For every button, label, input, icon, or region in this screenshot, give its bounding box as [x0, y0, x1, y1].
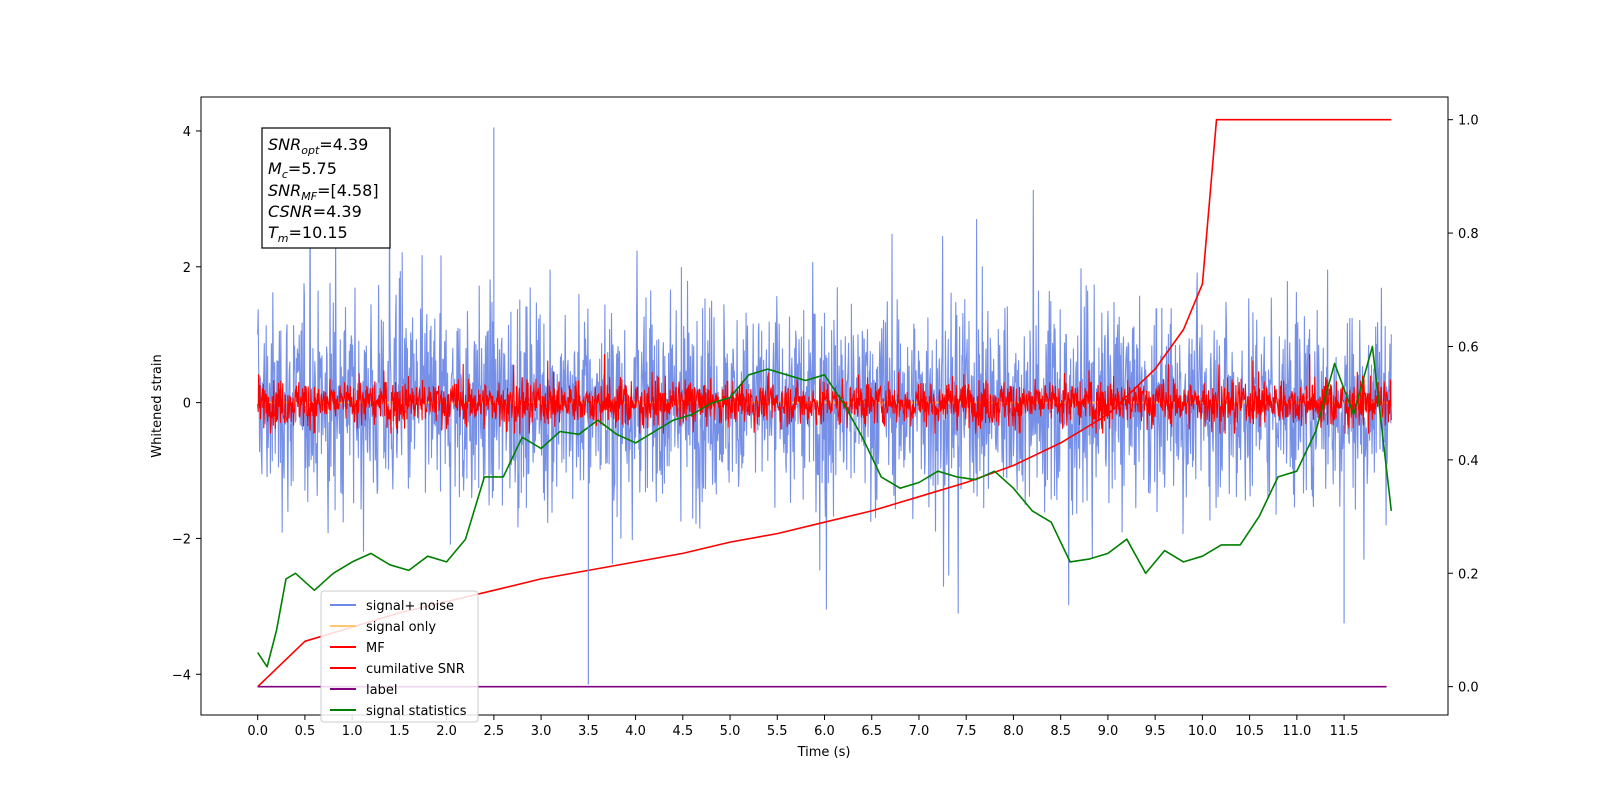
annotation-mc: Mc=5.75 — [268, 159, 337, 181]
annotation-csnr: CSNR=4.39 — [268, 202, 362, 221]
x-tick-label: 6.5 — [861, 724, 882, 739]
x-tick-label: 5.5 — [767, 724, 788, 739]
legend-entry: cumilative SNR — [366, 662, 465, 677]
x-tick-label: 11.0 — [1282, 724, 1311, 739]
annotation-snr-mf: SNRMF=[4.58] — [268, 181, 379, 203]
x-tick-label: 0.0 — [247, 724, 268, 739]
legend-entry: MF — [366, 641, 385, 656]
y-left-tick-label: −2 — [172, 532, 191, 547]
x-tick-label: 7.0 — [909, 724, 930, 739]
annotation-box: SNRopt=4.39 Mc=5.75 SNRMF=[4.58] CSNR=4.… — [261, 127, 391, 249]
x-tick-label: 4.0 — [625, 724, 646, 739]
x-tick-label: 3.5 — [578, 724, 599, 739]
legend-entry: label — [366, 683, 397, 698]
x-tick-label: 3.0 — [531, 724, 552, 739]
x-tick-label: 1.0 — [342, 724, 363, 739]
x-tick-label: 9.5 — [1145, 724, 1166, 739]
x-tick-label: 2.0 — [436, 724, 457, 739]
y-right-tick-label: 0.0 — [1458, 681, 1479, 696]
series-line-2 — [257, 353, 1392, 434]
y-axis-left: 4 2 0 −2 −4 — [172, 125, 201, 683]
annotation-tm: Tm=10.15 — [268, 223, 348, 245]
legend-frame — [320, 590, 479, 723]
y-left-tick-label: −4 — [172, 668, 191, 683]
y-left-tick-label: 2 — [183, 261, 191, 276]
x-axis: 0.0 0.5 1.0 1.5 2.0 2.5 3.0 3.5 4.0 4.5 5.0 5.5 6.0 6… — [247, 715, 1359, 739]
legend-entry: signal only — [366, 620, 436, 635]
legend-entry: signal+ noise — [366, 599, 454, 614]
series-line-5 — [257, 345, 1393, 668]
y-axis-label: Whitened strain — [150, 354, 165, 457]
y-right-tick-label: 0.2 — [1458, 567, 1479, 582]
x-tick-label: 10.5 — [1235, 724, 1264, 739]
x-axis-label: Time (s) — [797, 745, 851, 760]
legend-entry: signal statistics — [366, 704, 467, 719]
x-tick-label: 8.0 — [1003, 724, 1024, 739]
legend: signal+ noise signal only MF cumilative SNR… — [320, 590, 479, 723]
x-tick-label: 7.5 — [956, 724, 977, 739]
x-tick-label: 9.0 — [1098, 724, 1119, 739]
y-right-tick-label: 0.4 — [1458, 454, 1479, 469]
x-tick-label: 8.5 — [1050, 724, 1071, 739]
y-left-tick-label: 0 — [183, 397, 191, 412]
x-tick-label: 6.0 — [814, 724, 835, 739]
y-axis-right: 1.0 0.8 0.6 0.4 0.2 0.0 — [1448, 114, 1479, 696]
x-tick-label: 2.5 — [484, 724, 505, 739]
y-right-tick-label: 1.0 — [1458, 114, 1479, 129]
annotation-snr-opt: SNRopt=4.39 — [268, 135, 368, 157]
y-right-tick-label: 0.6 — [1458, 340, 1479, 355]
y-left-tick-label: 4 — [183, 125, 191, 140]
y-right-tick-label: 0.8 — [1458, 227, 1479, 242]
x-tick-label: 1.5 — [389, 724, 410, 739]
x-tick-label: 4.5 — [672, 724, 693, 739]
x-tick-label: 11.5 — [1330, 724, 1359, 739]
x-tick-label: 0.5 — [295, 724, 316, 739]
x-tick-label: 5.0 — [720, 724, 741, 739]
x-tick-label: 10.0 — [1188, 724, 1217, 739]
